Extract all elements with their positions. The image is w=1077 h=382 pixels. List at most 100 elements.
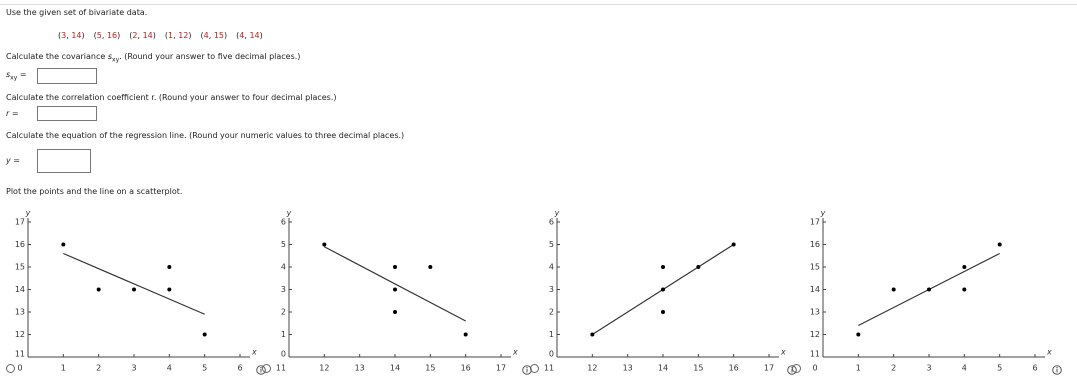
pair: (4, 14) <box>236 31 263 40</box>
point <box>997 242 1002 247</box>
x-tick-label: 13 <box>355 364 365 373</box>
punctuation: , <box>173 31 179 40</box>
x-tick-label: 6 <box>1032 364 1037 373</box>
x-tick-label: 2 <box>891 364 896 373</box>
y-axis-label: y <box>25 209 31 218</box>
y-tick-label: 0 <box>549 350 554 359</box>
point <box>661 265 665 269</box>
correlation-label: r = <box>6 109 19 118</box>
pair-value: 14 <box>249 31 260 40</box>
regression-input[interactable] <box>37 149 91 173</box>
y-tick-label: 11 <box>810 350 820 359</box>
punctuation: ( <box>200 31 204 40</box>
x-tick-label: 4 <box>167 364 172 373</box>
y-axis-label: y <box>286 209 292 218</box>
pair-value: 3 <box>61 31 67 40</box>
point <box>167 265 172 269</box>
equals: = <box>19 70 27 79</box>
pair-value: 4 <box>203 31 209 40</box>
y-tick-label: 5 <box>549 240 554 249</box>
icon-dot <box>791 367 793 369</box>
info-icon[interactable] <box>256 365 266 375</box>
y-tick-label: 4 <box>281 263 286 272</box>
point <box>463 332 468 337</box>
x-tick-label: 14 <box>658 364 668 373</box>
point <box>661 287 665 292</box>
punctuation: ( <box>93 31 97 40</box>
punctuation: , <box>244 31 250 40</box>
icon-ring <box>256 365 266 375</box>
y-axis-label: y <box>820 209 826 218</box>
icon-ring <box>787 365 797 375</box>
y-tick-label: 2 <box>281 308 286 317</box>
x-tick-label: 15 <box>693 364 703 373</box>
point <box>891 287 896 292</box>
y-tick-label: 17 <box>810 218 820 227</box>
pair-value: 2 <box>132 31 138 40</box>
x-tick-label: 14 <box>390 364 400 373</box>
info-icon[interactable] <box>787 365 797 375</box>
y-tick-label: 0 <box>281 350 286 359</box>
info-icon[interactable] <box>522 365 532 375</box>
top-rule <box>0 4 1077 5</box>
point <box>202 332 207 337</box>
pair: (5, 16) <box>94 31 121 40</box>
y-tick-label: 12 <box>15 330 25 339</box>
radio-button[interactable] <box>6 364 15 373</box>
punctuation: ( <box>129 31 133 40</box>
x-tick-label: 11 <box>544 364 554 373</box>
x-axis-label: x <box>1046 348 1052 357</box>
covariance-prompt: Calculate the covariance sxy. (Round you… <box>6 52 300 64</box>
y-tick-label: 5 <box>281 240 286 249</box>
pair-value: 12 <box>178 31 189 40</box>
data-pairs: (3, 14) (5, 16) (2, 14) (1, 12) (4, 15) (4, 1… <box>58 31 272 40</box>
pair: (1, 12) <box>165 31 192 40</box>
radio-button[interactable] <box>262 364 271 373</box>
y-tick-label: 2 <box>549 308 554 317</box>
pair: (4, 15) <box>201 31 228 40</box>
correlation-prompt: Calculate the correlation coefficient r.… <box>6 93 337 102</box>
x-tick-label: 0 <box>812 364 817 373</box>
punctuation: ) <box>188 31 192 40</box>
punctuation: ) <box>117 31 121 40</box>
punctuation: ( <box>164 31 168 40</box>
point <box>856 332 861 337</box>
x-tick-label: 6 <box>237 364 242 373</box>
y-tick-label: 3 <box>549 285 554 294</box>
pair-value: 4 <box>239 31 245 40</box>
regression-line <box>858 252 1000 327</box>
x-tick-label: 17 <box>496 364 506 373</box>
x-tick-label: 16 <box>461 364 471 373</box>
y-tick-label: 6 <box>549 218 554 227</box>
x-tick-label: 3 <box>926 364 931 373</box>
pair-value: 16 <box>106 31 118 40</box>
y-tick-label: 15 <box>15 263 25 272</box>
radio-button[interactable] <box>530 364 539 373</box>
point <box>927 287 931 292</box>
pair-value: 5 <box>96 31 102 40</box>
x-tick-label: 17 <box>764 364 774 373</box>
prompt-text: Calculate the covariance <box>6 52 106 61</box>
icon-ring <box>522 365 532 375</box>
x-tick-label: 5 <box>202 364 207 373</box>
point <box>731 242 736 247</box>
point <box>590 332 595 337</box>
info-icon[interactable] <box>1052 365 1062 375</box>
x-tick-label: 3 <box>131 364 136 373</box>
point <box>962 265 967 269</box>
punctuation: , <box>137 31 143 40</box>
correlation-input[interactable] <box>37 106 97 121</box>
x-tick-label: 5 <box>997 364 1002 373</box>
x-tick-label: 11 <box>276 364 286 373</box>
covariance-input[interactable] <box>37 68 97 84</box>
symbol: s <box>107 52 113 61</box>
subscript: xy <box>10 74 18 82</box>
x-tick-label: 4 <box>962 364 967 373</box>
point <box>322 242 327 247</box>
point <box>167 287 172 292</box>
y-axis-label: y <box>554 209 560 218</box>
punctuation: ) <box>224 31 228 40</box>
y-tick-label: 12 <box>810 330 820 339</box>
y-tick-label: 6 <box>281 218 286 227</box>
